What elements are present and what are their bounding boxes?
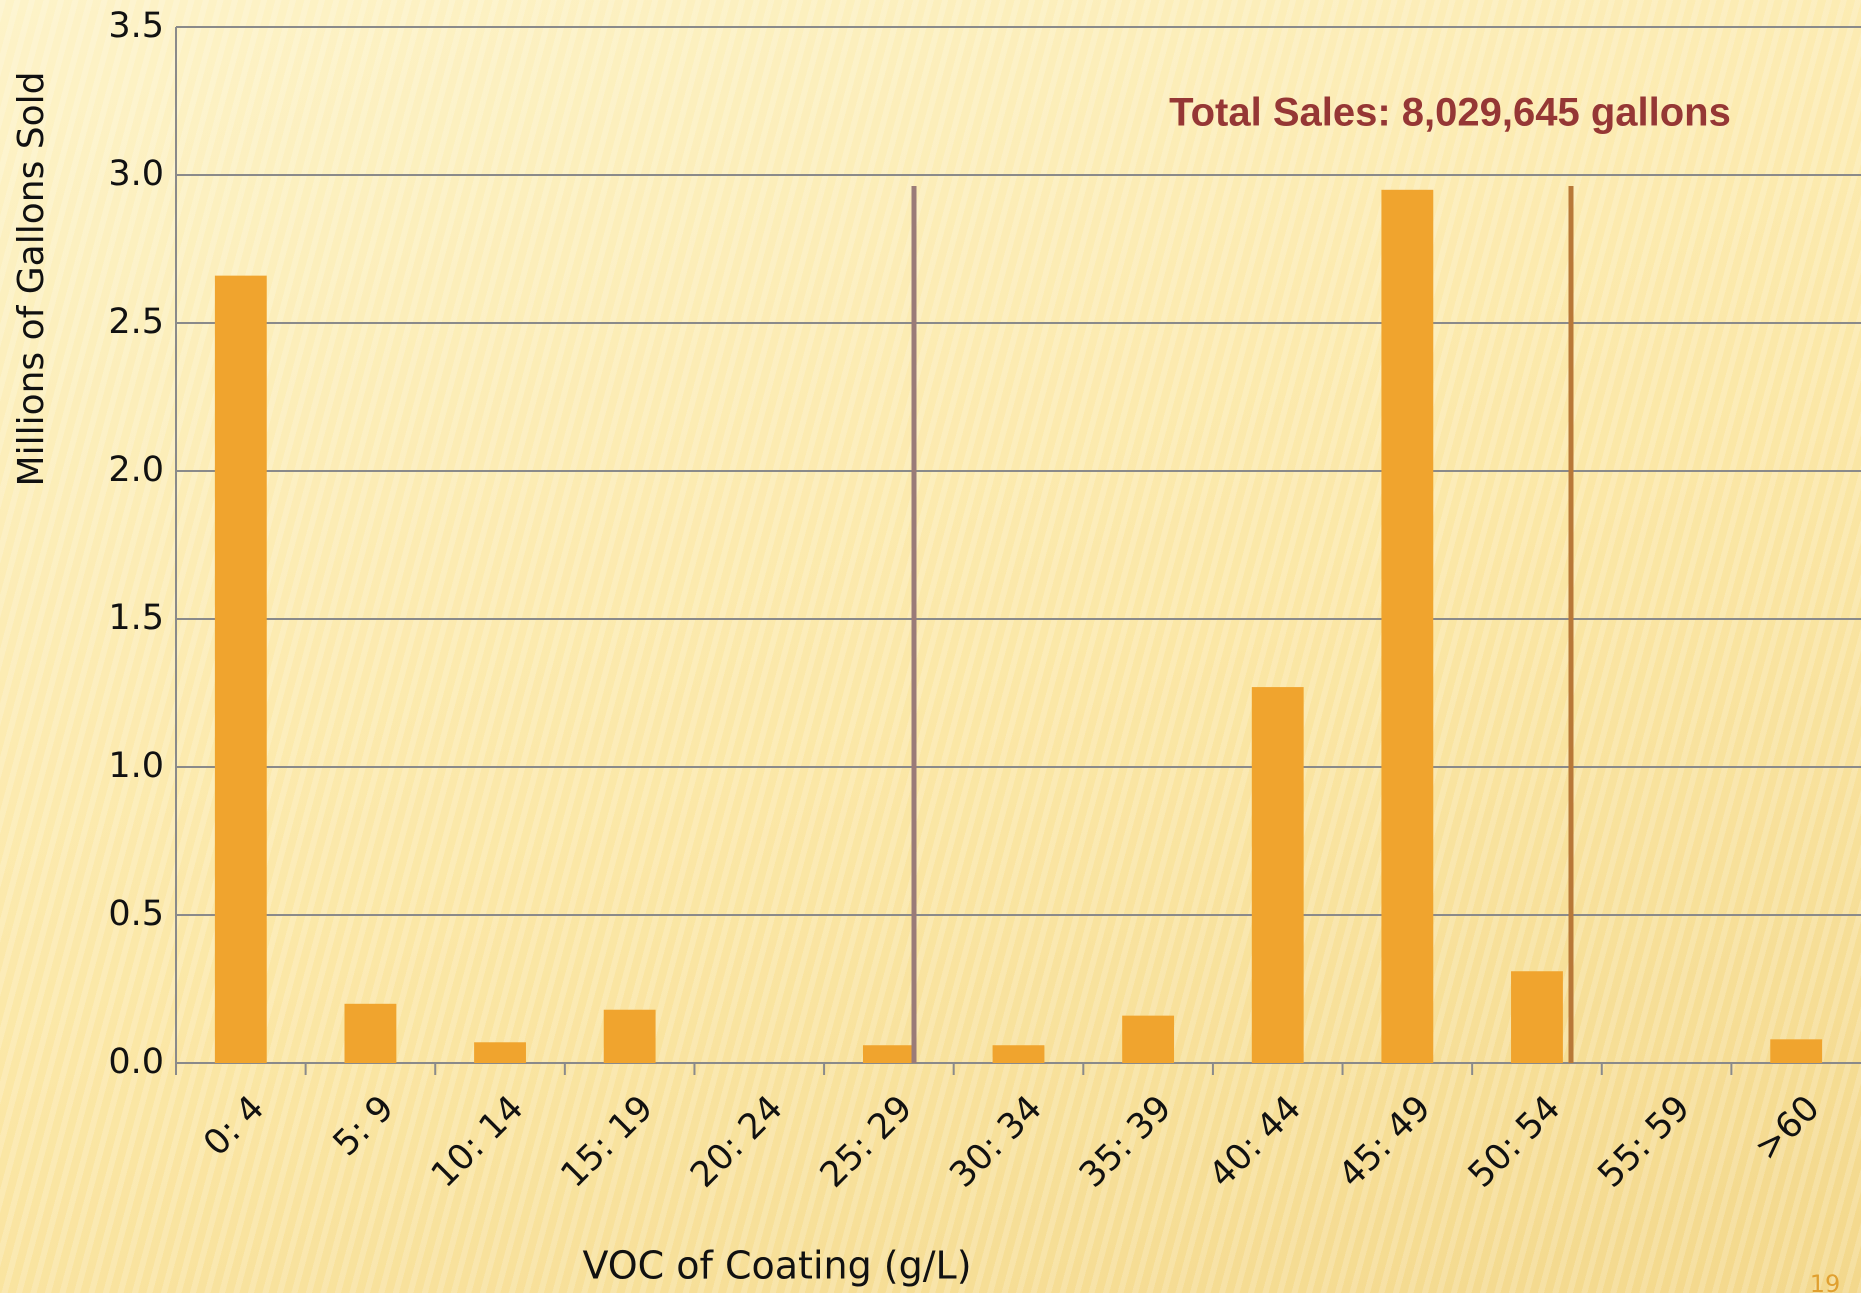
annotation: Total Sales: 8,029,645 gallons xyxy=(1169,91,1731,135)
x-tick-label: 10: 14 xyxy=(424,1088,531,1195)
x-tick-label: 55: 59 xyxy=(1591,1088,1698,1195)
y-tick-label: 0.5 xyxy=(108,894,164,934)
bar xyxy=(344,1003,397,1063)
x-tick-label: 30: 34 xyxy=(942,1088,1049,1195)
bar xyxy=(474,1042,526,1063)
x-tick-label: 0: 4 xyxy=(196,1088,272,1164)
bar xyxy=(1770,1039,1823,1063)
y-tick-label: 2.5 xyxy=(108,302,164,342)
x-tick-label: 15: 19 xyxy=(554,1088,661,1195)
x-tick-label: 20: 24 xyxy=(683,1088,790,1195)
bar xyxy=(1251,687,1304,1063)
bar xyxy=(1381,189,1434,1064)
y-axis-title: Millions of Gallons Sold xyxy=(11,72,52,487)
y-tick-label: 1.0 xyxy=(108,746,164,786)
y-tick-label: 3.0 xyxy=(108,154,164,194)
x-tick-label: 40: 44 xyxy=(1202,1088,1309,1195)
x-tick-label: 45: 49 xyxy=(1331,1088,1438,1195)
x-axis-title: VOC of Coating (g/L) xyxy=(582,1244,971,1288)
x-tick-label: >60 xyxy=(1747,1088,1828,1169)
bar xyxy=(1122,1015,1175,1063)
bar xyxy=(862,1045,915,1063)
y-tick-label: 2.0 xyxy=(108,450,164,490)
y-tick-label: 0.0 xyxy=(108,1042,164,1082)
bar xyxy=(214,275,267,1063)
x-tick-label: 50: 54 xyxy=(1461,1088,1568,1195)
x-tick-label: 25: 29 xyxy=(813,1088,920,1195)
y-tick-label: 1.5 xyxy=(108,598,164,638)
x-tick-label: 35: 39 xyxy=(1072,1088,1179,1195)
page-number: 19 xyxy=(1810,1270,1841,1293)
bar xyxy=(603,1009,656,1063)
x-tick-label: 5: 9 xyxy=(326,1088,402,1164)
bar xyxy=(1511,971,1563,1063)
bar xyxy=(992,1045,1045,1063)
y-tick-label: 3.5 xyxy=(108,6,164,46)
